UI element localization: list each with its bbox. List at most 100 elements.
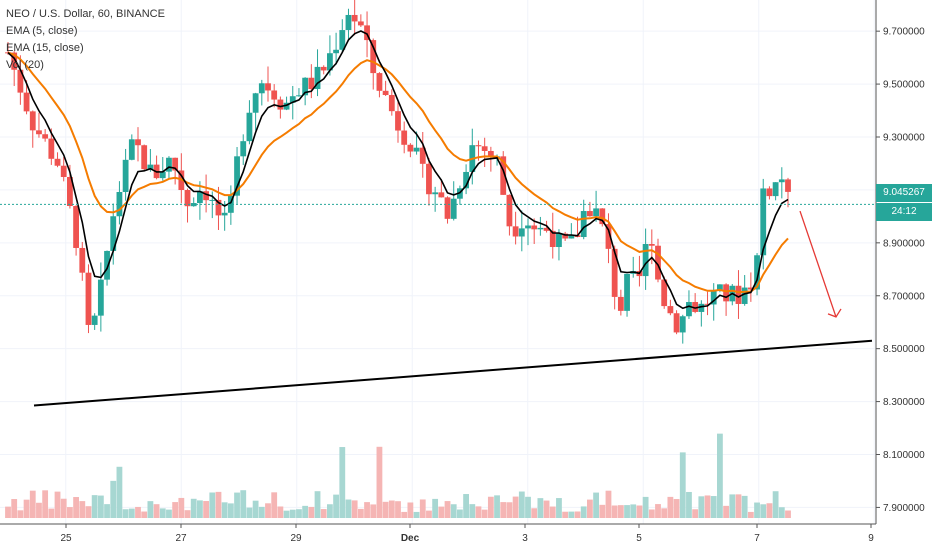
candle-body [587,211,593,217]
volume-bar [704,495,711,518]
volume-bar [735,494,742,518]
ema-fast-legend[interactable]: EMA (5, close) [6,25,78,37]
candle-body [481,146,488,151]
price-tick-label: 9.300000 [883,133,925,144]
candle-body [67,176,73,207]
volume-bar [357,508,364,518]
volume-bar [469,504,476,518]
price-axis[interactable]: 9.7000009.5000009.3000009.1000008.900000… [875,0,932,550]
candle-body [48,138,55,159]
volume-bar [23,499,30,518]
current-price-badge: 9.045267 [876,184,932,202]
volume-bar [333,494,339,518]
candle-body [704,303,711,305]
candle-body [159,171,166,179]
volume-bar [568,511,575,518]
volume-bar [673,499,680,518]
volume-bar [382,501,389,518]
candle-body [110,216,117,251]
candle-body [648,244,655,246]
time-axis[interactable]: 25 27 29 Dec 3 5 7 9 [0,523,932,550]
price-tick-label: 9.700000 [883,27,925,38]
volume-bar [617,505,624,518]
projection-arrow[interactable] [799,210,842,318]
symbol-title[interactable]: NEO / U.S. Dollar, 60, BINANCE [6,8,165,20]
candle-body [599,208,606,225]
candle-body [122,159,129,192]
candle-body [401,130,408,145]
volume-bar [17,510,24,518]
candle-body [698,303,705,312]
volume-bar [190,498,197,518]
volume-bar [184,510,191,518]
candle-body [543,227,550,231]
ema-fast-line [7,30,789,310]
volume-bar [91,495,98,518]
volume-bar [395,501,401,518]
volume-bar [277,506,284,518]
volume-bar [457,509,463,518]
volume-legend[interactable]: Vol (20) [6,59,44,71]
ema-slow-legend[interactable]: EMA (15, close) [6,42,84,54]
volume-bar [543,500,550,518]
volume-bar [289,509,296,518]
volume-bar [351,500,358,518]
candle-body [42,134,49,139]
candle-body [438,192,445,198]
volume-bar [258,506,265,518]
volume-bar [308,506,315,518]
candle-body [450,198,457,219]
volume-bar [518,491,525,518]
time-tick-label: 7 [754,533,760,544]
volume-bar [463,494,469,518]
candle-body [314,66,321,90]
price-tick-label: 7.900000 [883,503,925,514]
candle-body [741,287,748,304]
volume-bar [741,495,748,518]
candle-body [395,111,401,131]
volume-bar [500,502,507,518]
candle-body [686,302,692,317]
candle-body [172,157,179,171]
volume-bar [426,510,432,518]
volume-bar [481,509,488,518]
volume-bar [537,498,544,518]
candle-body [717,284,723,291]
candle-body [642,244,649,277]
support-trendline[interactable] [33,339,873,407]
volume-bar [407,502,414,518]
candle-body [426,163,432,195]
volume-bar [605,490,612,518]
candle-body [382,90,389,96]
candle-body [227,195,234,213]
volume-bar [234,492,240,518]
candle-body [327,53,333,71]
time-tick-label: 29 [290,533,302,544]
volume-bar [729,494,736,518]
volume-bar [314,491,321,518]
candle-body [531,225,538,230]
candle-body [141,145,148,170]
volume-bar [320,509,327,518]
candle-body [370,40,377,74]
candle-body [345,14,352,31]
candle-body [673,313,680,333]
candle-body [661,279,668,307]
volume-bar [766,503,773,518]
candle-body [339,30,346,50]
volume-bar [692,509,699,518]
volume-bar [506,502,513,518]
volume-bar [642,496,649,518]
candle-body [605,224,612,249]
time-tick-label: 25 [60,533,72,544]
volume-bar [661,508,668,518]
candle-body [785,179,791,192]
candle-body [221,212,228,216]
candle-body [667,306,674,314]
candle-body [692,302,699,312]
bar-countdown-badge: 24:12 [876,203,932,221]
candle-body [246,112,253,142]
candle-body [432,192,439,195]
volume-bar [698,496,705,518]
